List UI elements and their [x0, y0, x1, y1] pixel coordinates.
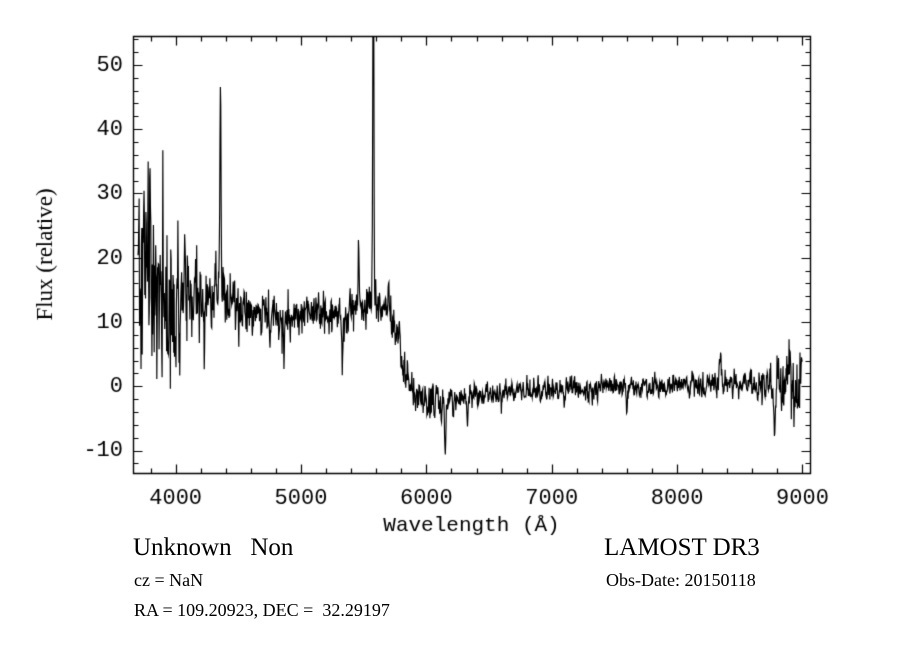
cz-value: cz = NaN: [134, 570, 204, 590]
coordinates-value: RA = 109.20923, DEC = 32.29197: [134, 600, 390, 620]
survey-label: LAMOST DR3: [604, 534, 760, 561]
obs-date-label: Obs-Date: 20150118: [606, 570, 756, 590]
object-classification: Unknown Non: [133, 534, 294, 561]
